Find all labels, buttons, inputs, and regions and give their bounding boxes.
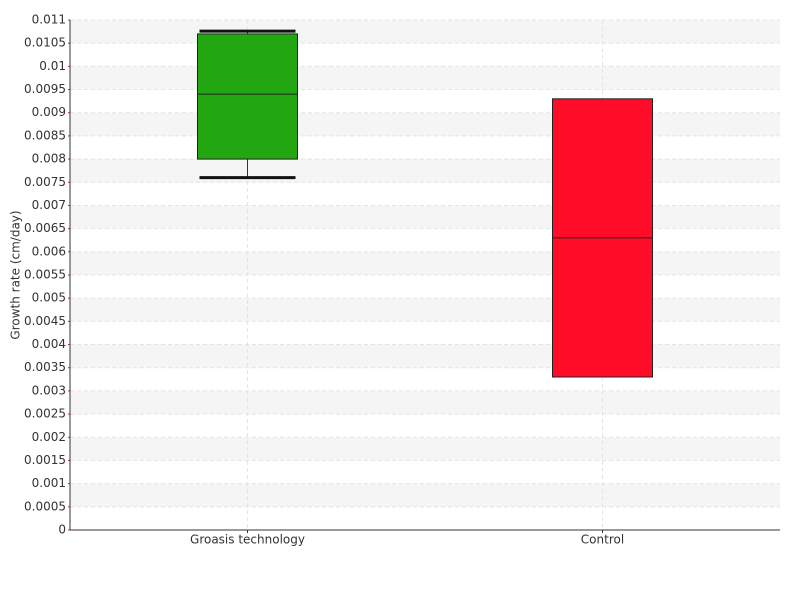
- y-tick-label: 0.011: [32, 13, 66, 27]
- y-tick-label: 0.0105: [24, 36, 66, 50]
- grid-band: [70, 437, 780, 461]
- y-tick-label: 0.008: [32, 152, 66, 166]
- y-tick-label: 0.0065: [24, 221, 66, 235]
- y-tick-label: 0.005: [32, 291, 66, 305]
- y-tick-label: 0.0095: [24, 82, 66, 96]
- grid-band: [70, 112, 780, 136]
- x-tick-label: Groasis technology: [190, 533, 305, 547]
- y-tick-label: 0.004: [32, 337, 66, 351]
- y-tick-label: 0.0015: [24, 453, 66, 467]
- grid-band: [70, 66, 780, 90]
- y-axis-label: Growth rate (cm/day): [9, 210, 23, 339]
- y-tick-label: 0.0085: [24, 128, 66, 142]
- grid-band: [70, 205, 780, 229]
- y-tick-label: 0: [58, 523, 66, 537]
- grid-band: [70, 390, 780, 415]
- y-tick-label: 0.009: [32, 105, 66, 119]
- x-tick-label: Control: [581, 533, 624, 547]
- grid-band: [70, 483, 780, 507]
- y-tick-label: 0.003: [32, 383, 66, 397]
- y-tick-label: 0.0005: [24, 499, 66, 513]
- y-tick-label: 0.0075: [24, 175, 66, 189]
- grid-band: [70, 20, 780, 44]
- grid-band: [70, 344, 780, 368]
- y-tick-label: 0.0035: [24, 360, 66, 374]
- box: [197, 33, 298, 160]
- y-tick-label: 0.0055: [24, 268, 66, 282]
- y-tick-label: 0.002: [32, 430, 66, 444]
- grid-band: [70, 251, 780, 275]
- y-tick-label: 0.001: [32, 476, 66, 490]
- y-tick-label: 0.007: [32, 198, 66, 212]
- y-tick-label: 0.0045: [24, 314, 66, 328]
- y-tick-label: 0.01: [39, 59, 66, 73]
- y-tick-label: 0.0025: [24, 407, 66, 421]
- y-tick-label: 0.006: [32, 244, 66, 258]
- grid-band: [70, 159, 780, 183]
- grid-band: [70, 298, 780, 322]
